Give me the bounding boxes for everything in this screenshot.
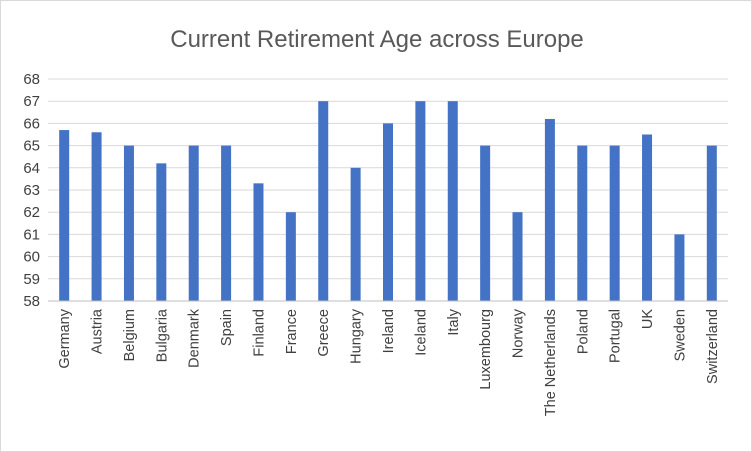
x-tick-label: The Netherlands (543, 309, 559, 416)
bar-norway (512, 212, 523, 301)
chart-title: Current Retirement Age across Europe (170, 26, 584, 53)
bar-switzerland (706, 145, 717, 301)
bar-luxembourg (480, 145, 491, 301)
y-tick-label: 62 (23, 204, 40, 221)
bar-finland (253, 183, 264, 301)
y-tick-label: 58 (23, 293, 40, 310)
x-tick-label: Switzerland (705, 309, 721, 384)
bar-belgium (123, 145, 134, 301)
y-tick-label: 67 (23, 93, 40, 110)
bar-germany (59, 130, 70, 301)
y-tick-label: 68 (23, 71, 40, 88)
x-tick-label: Iceland (413, 309, 429, 356)
bar-spain (221, 145, 232, 301)
x-tick-label: Italy (446, 308, 462, 335)
x-tick-label: Austria (90, 308, 106, 354)
bar-poland (577, 145, 588, 301)
bar-france (285, 212, 296, 301)
x-tick-label: Germany (57, 308, 73, 368)
bars (59, 101, 717, 302)
bar-sweden (674, 234, 685, 301)
bar-iceland (415, 101, 426, 301)
x-tick-label: UK (640, 309, 656, 329)
bar-denmark (188, 145, 199, 301)
bar-austria (91, 132, 102, 301)
x-tick-label: Ireland (381, 309, 397, 353)
bar-uk (642, 134, 653, 301)
y-tick-label: 61 (23, 226, 40, 243)
bar-greece (318, 101, 329, 301)
x-tick-label: Greece (316, 309, 332, 357)
x-tick-label: Spain (219, 309, 235, 346)
bar-ireland (383, 123, 393, 302)
bar-italy (447, 101, 458, 301)
x-tick-label: Luxembourg (478, 309, 494, 390)
x-tick-label: Denmark (187, 308, 203, 368)
x-tick-label: Belgium (122, 309, 138, 361)
bar-hungary (350, 167, 361, 301)
y-tick-label: 66 (23, 115, 40, 132)
y-axis-ticks: 58 59 60 61 62 63 64 65 66 67 68 (23, 71, 40, 310)
x-tick-label: Sweden (672, 309, 688, 361)
x-tick-label: Bulgaria (154, 308, 170, 362)
x-tick-label: Norway (511, 308, 527, 358)
y-tick-label: 63 (23, 182, 40, 199)
x-tick-label: Poland (575, 309, 591, 354)
y-tick-label: 64 (23, 160, 40, 177)
bar-the-netherlands (544, 118, 555, 302)
x-tick-label: Finland (251, 309, 267, 357)
x-tick-label: France (284, 309, 300, 354)
x-axis-labels: Germany Austria Belgium Bulgaria Denmark Spai… (57, 308, 721, 416)
x-tick-label: Portugal (608, 309, 624, 363)
bar-bulgaria (156, 163, 167, 301)
bar-portugal (609, 145, 620, 301)
y-tick-label: 65 (23, 138, 40, 155)
y-tick-label: 59 (23, 271, 40, 288)
x-tick-label: Hungary (349, 308, 365, 364)
y-tick-label: 60 (23, 249, 40, 266)
